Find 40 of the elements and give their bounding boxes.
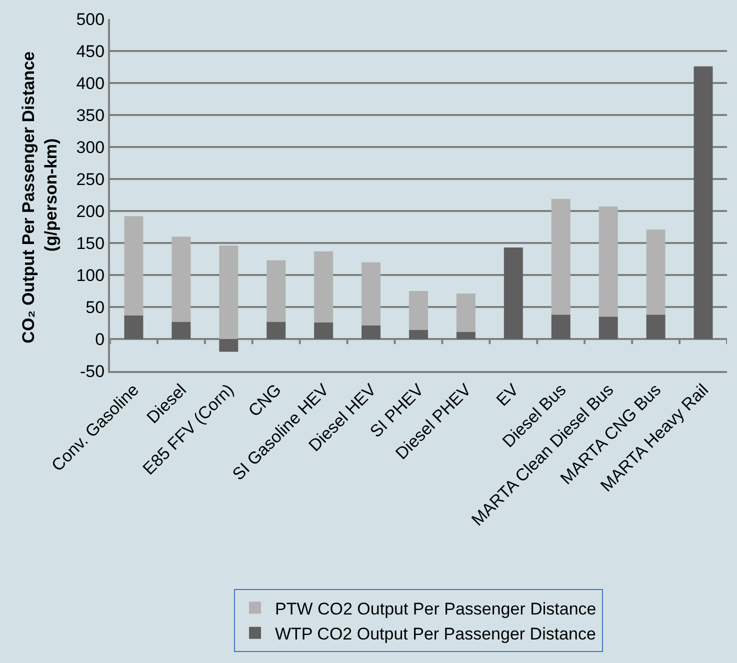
bar — [124, 315, 144, 339]
y-tick-label: 500 — [76, 10, 105, 29]
y-tick-label: 100 — [76, 266, 105, 285]
legend-label: WTP CO2 Output Per Passenger Distance — [275, 624, 596, 644]
bar — [551, 198, 570, 315]
y-axis-title: CO₂ Output Per Passenger Distance (g/person-km) — [19, 46, 60, 344]
bar — [694, 66, 713, 339]
bar — [362, 326, 381, 339]
bar — [314, 322, 334, 339]
y-tick-label: 0 — [95, 330, 105, 349]
bar — [646, 230, 666, 315]
y-tick-label: -50 — [80, 362, 105, 381]
y-tick-label: 350 — [76, 106, 105, 125]
bar — [456, 294, 476, 332]
bar — [219, 339, 238, 352]
bar — [598, 206, 618, 317]
bar — [266, 260, 286, 322]
bar — [598, 316, 618, 339]
bar — [172, 236, 191, 322]
y-tick-label: 150 — [76, 234, 105, 253]
y-tick-label: 400 — [76, 74, 105, 93]
y-tick-label: 50 — [86, 298, 105, 317]
bar — [409, 330, 428, 339]
bar — [409, 291, 428, 330]
y-tick-label: 300 — [76, 138, 105, 157]
legend-label: PTW CO2 Output Per Passenger Distance — [275, 599, 596, 618]
bar — [504, 247, 523, 339]
bar — [124, 216, 144, 316]
bar — [314, 251, 334, 322]
bar — [172, 322, 191, 339]
bar — [362, 262, 381, 326]
bar — [456, 332, 476, 339]
y-tick-label: 250 — [76, 170, 105, 189]
bar — [646, 314, 666, 339]
y-tick-label: 450 — [76, 42, 105, 61]
x-tick-label: EV — [492, 380, 523, 410]
bar — [219, 246, 238, 339]
bar — [266, 322, 286, 339]
y-tick-label: 200 — [76, 202, 105, 221]
bar — [551, 314, 570, 339]
